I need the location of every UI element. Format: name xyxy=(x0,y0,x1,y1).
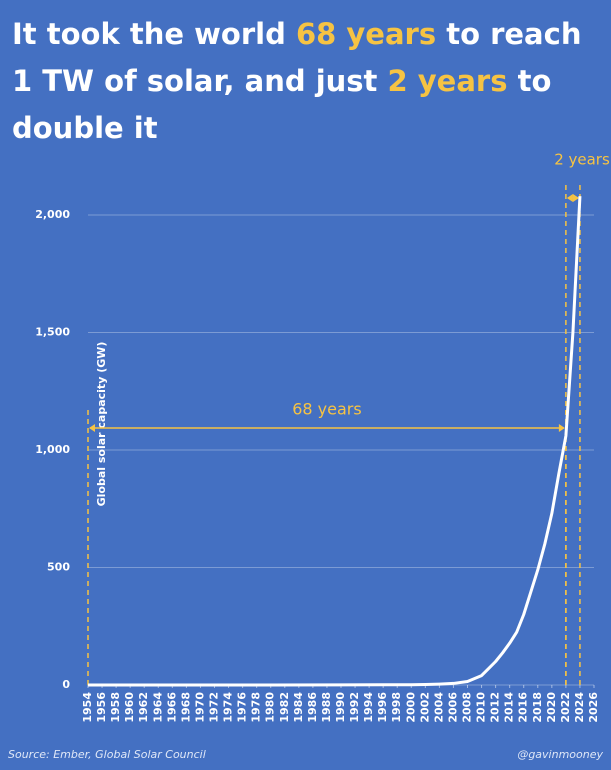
x-tick-label: 1954 xyxy=(81,692,94,723)
x-tick-label: 1960 xyxy=(123,692,136,723)
source: Source: Ember, Global Solar Council xyxy=(8,748,206,761)
title-part: to xyxy=(507,64,551,98)
x-tick-label: 1978 xyxy=(250,692,263,723)
x-tick-label: 2010 xyxy=(475,692,488,723)
x-tick-label: 2004 xyxy=(432,692,445,723)
x-tick-label: 2020 xyxy=(545,692,558,723)
x-tick-label: 1994 xyxy=(362,692,375,723)
y-tick-label: 1,500 xyxy=(35,326,70,339)
x-tick-label: 1998 xyxy=(390,692,403,723)
y-axis-label: Global solar capacity (GW) xyxy=(95,342,108,507)
x-tick-label: 2000 xyxy=(404,692,417,723)
x-tick-label: 1972 xyxy=(208,692,221,723)
x-tick-label: 2018 xyxy=(531,692,544,723)
data-line xyxy=(88,196,582,687)
chart-title: It took the world 68 years to reach xyxy=(12,17,581,51)
credit: @gavinmooney xyxy=(517,748,603,761)
y-tick-label: 500 xyxy=(47,561,70,574)
chart-title: 1 TW of solar, and just 2 years to xyxy=(12,64,551,98)
title-part: to reach xyxy=(436,17,581,51)
title-part: It took the world xyxy=(12,17,296,51)
x-tick-label: 1996 xyxy=(376,692,389,723)
annotation-label: 68 years xyxy=(292,400,361,419)
x-tick-label: 1970 xyxy=(193,692,206,723)
x-tick-label: 2012 xyxy=(489,692,502,723)
annotation-label: 2 years xyxy=(554,151,610,169)
x-tick-label: 1984 xyxy=(292,692,305,723)
x-tick-label: 1992 xyxy=(348,692,361,723)
title-part: 1 TW of solar, and just xyxy=(12,64,388,98)
x-tick-label: 1966 xyxy=(165,692,178,723)
x-tick-label: 1988 xyxy=(320,692,333,723)
x-tick-label: 2014 xyxy=(503,692,516,723)
arrow-head xyxy=(566,194,579,202)
x-tick-label: 1982 xyxy=(278,692,291,723)
y-tick-label: 1,000 xyxy=(35,443,70,456)
title-part: 68 years xyxy=(296,17,436,51)
x-tick-label: 1968 xyxy=(179,692,192,723)
x-tick-label: 2026 xyxy=(587,692,600,723)
x-tick-label: 1986 xyxy=(306,692,319,723)
x-tick-label: 2002 xyxy=(418,692,431,723)
x-tick-label: 1956 xyxy=(95,692,108,723)
title-part: 2 years xyxy=(388,64,508,98)
x-tick-label: 1990 xyxy=(334,692,347,723)
x-tick-label: 1962 xyxy=(137,692,150,723)
x-tick-label: 1958 xyxy=(109,692,122,723)
x-tick-label: 2016 xyxy=(517,692,530,723)
y-tick-label: 2,000 xyxy=(35,208,70,221)
y-tick-label: 0 xyxy=(62,678,70,691)
x-tick-label: 1976 xyxy=(236,692,249,723)
x-tick-label: 2008 xyxy=(461,692,474,723)
x-tick-label: 1974 xyxy=(222,692,235,723)
chart-title: double it xyxy=(12,111,158,145)
x-tick-label: 1964 xyxy=(151,692,164,723)
title-part: double it xyxy=(12,111,158,145)
x-tick-label: 2024 xyxy=(573,692,586,723)
x-tick-label: 1980 xyxy=(264,692,277,723)
x-tick-label: 2022 xyxy=(559,692,572,723)
x-tick-label: 2006 xyxy=(446,692,459,723)
